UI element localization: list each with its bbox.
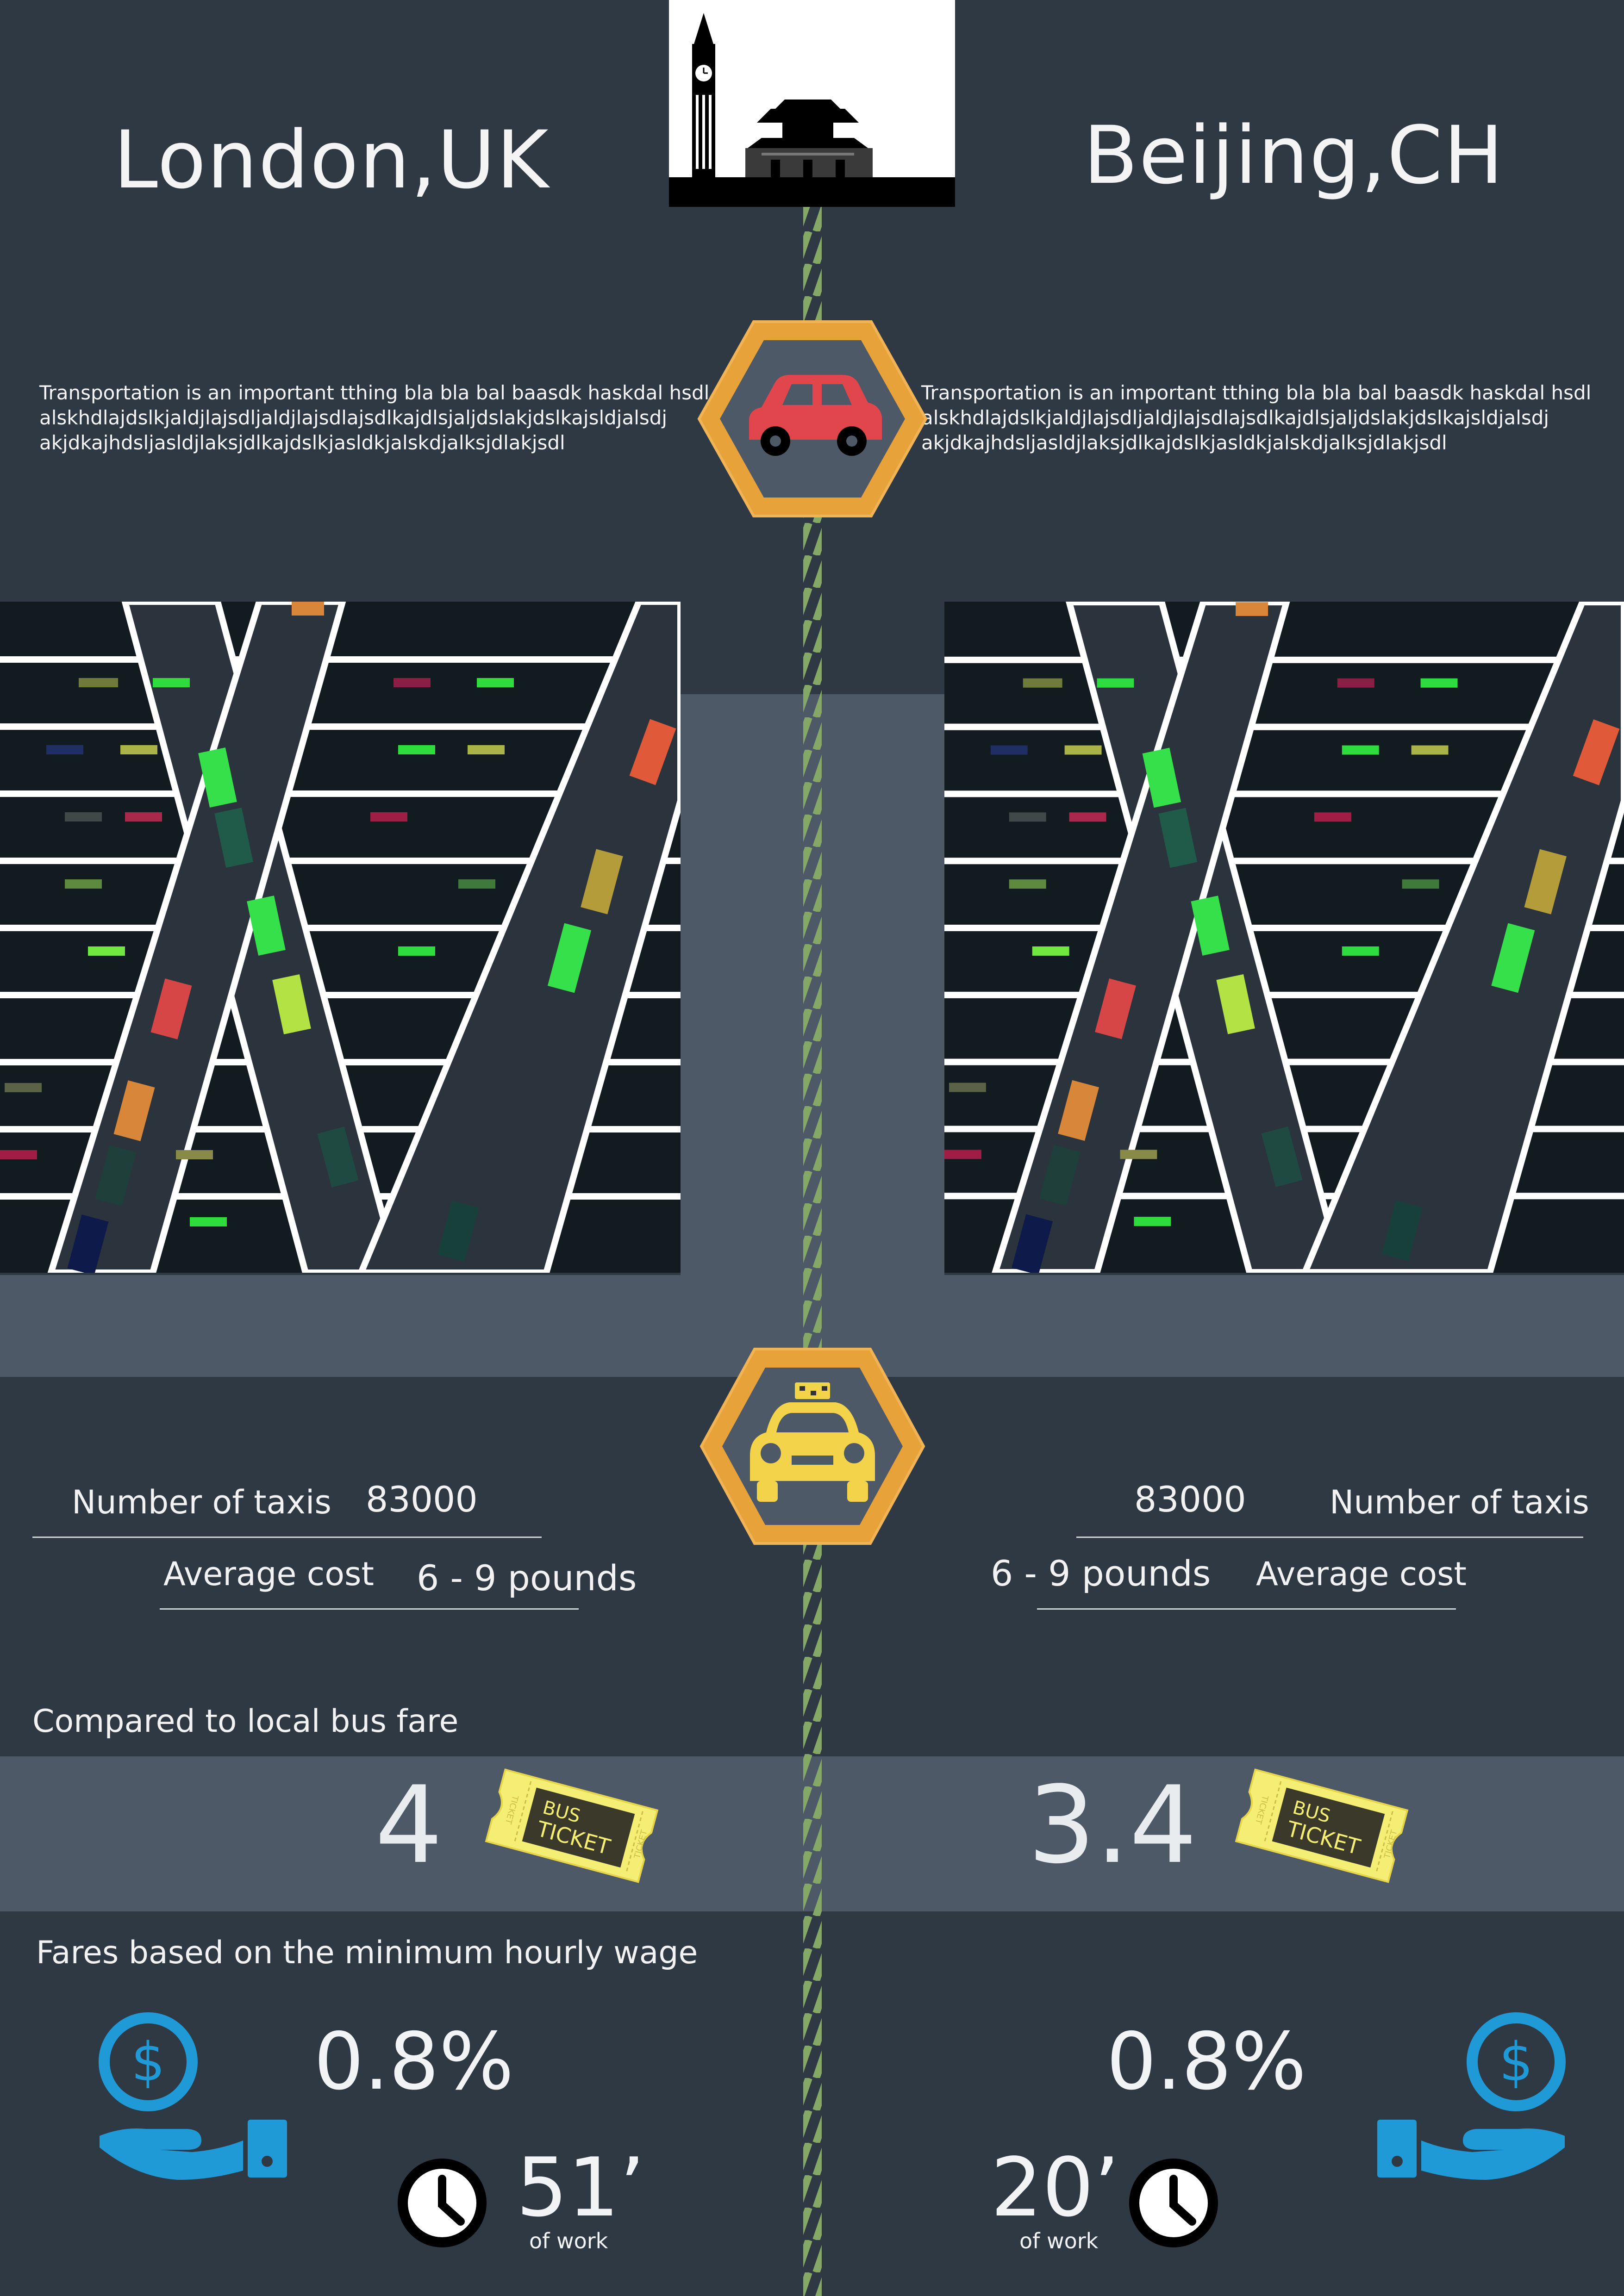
road-illustration-left — [0, 602, 681, 1273]
divider-line — [32, 1537, 542, 1538]
red-car-icon — [749, 375, 882, 456]
divider-line — [160, 1608, 579, 1610]
taxis-label-right: Number of taxis — [1330, 1483, 1589, 1521]
work-minutes-left: 51’ — [516, 2141, 645, 2235]
of-work-label-left: of work — [529, 2228, 608, 2253]
taxis-label-left: Number of taxis — [72, 1483, 331, 1521]
highway-traffic-illustration — [944, 602, 1624, 1273]
bus-fare-title: Compared to local bus fare — [32, 1703, 459, 1740]
bus-ticket-icon: BUS TICKET TICKET TICKET — [485, 1768, 659, 1883]
wage-pct-left: 0.8% — [314, 2016, 514, 2108]
intro-paragraph-left: Transportation is an important tthing bl… — [39, 380, 734, 455]
paragraph-line: Transportation is an important tthing bl… — [921, 381, 1592, 404]
intro-paragraph-right: Transportation is an important tthing bl… — [921, 380, 1616, 455]
city-title-left: London,UK — [113, 113, 550, 206]
skyline-image — [669, 0, 955, 207]
svg-text:$: $ — [131, 2031, 165, 2093]
bus-ratio-right: 3.4 — [1028, 1764, 1197, 1887]
clock-icon — [398, 2159, 487, 2247]
yellow-taxi-icon — [750, 1382, 875, 1502]
work-minutes-right: 20’ — [991, 2141, 1120, 2235]
cost-value-right: 6 - 9 pounds — [991, 1553, 1211, 1594]
city-title-right: Beijing,CH — [1083, 109, 1505, 202]
wage-title: Fares based on the minimum hourly wage — [36, 1935, 698, 1971]
rope-divider — [803, 199, 822, 2296]
of-work-label-right: of work — [1019, 2228, 1099, 2253]
cost-label-right: Average cost — [1256, 1555, 1467, 1593]
bus-ratio-left: 4 — [375, 1764, 443, 1887]
taxis-value-right: 83000 — [1134, 1479, 1246, 1520]
paragraph-line: alskhdlajdslkjaldjlajsdljaldjlajsdlajsdl… — [921, 406, 1549, 429]
big-ben-and-tiananmen-skyline-icon — [669, 13, 955, 207]
paragraph-line: alskhdlajdslkjaldjlajsdljaldjlajsdlajsdl… — [39, 406, 668, 429]
cost-value-left: 6 - 9 pounds — [417, 1557, 637, 1599]
taxis-value-left: 83000 — [366, 1479, 478, 1520]
clock-icon — [1129, 2159, 1218, 2247]
dollar-hand-icon: $ — [99, 2012, 287, 2180]
highway-traffic-illustration — [0, 602, 681, 1273]
svg-text:$: $ — [1499, 2031, 1533, 2093]
paragraph-line: Transportation is an important tthing bl… — [39, 381, 710, 404]
car-hexagon-badge — [697, 320, 928, 517]
divider-line — [1037, 1608, 1456, 1610]
dollar-hand-icon: $ — [1377, 2012, 1566, 2180]
wage-pct-right: 0.8% — [1106, 2016, 1306, 2108]
cost-label-left: Average cost — [163, 1555, 374, 1593]
paragraph-line: akjdkajhdsljasldjlaksjdlkajdslkjasldkjal… — [921, 431, 1447, 454]
road-illustration-right — [944, 602, 1624, 1273]
divider-line — [1076, 1537, 1583, 1538]
bus-ticket-icon: BUS TICKET TICKET TICKET — [1235, 1768, 1409, 1883]
taxi-hexagon-badge — [700, 1348, 925, 1545]
paragraph-line: akjdkajhdsljasldjlaksjdlkajdslkjasldkjal… — [39, 431, 565, 454]
